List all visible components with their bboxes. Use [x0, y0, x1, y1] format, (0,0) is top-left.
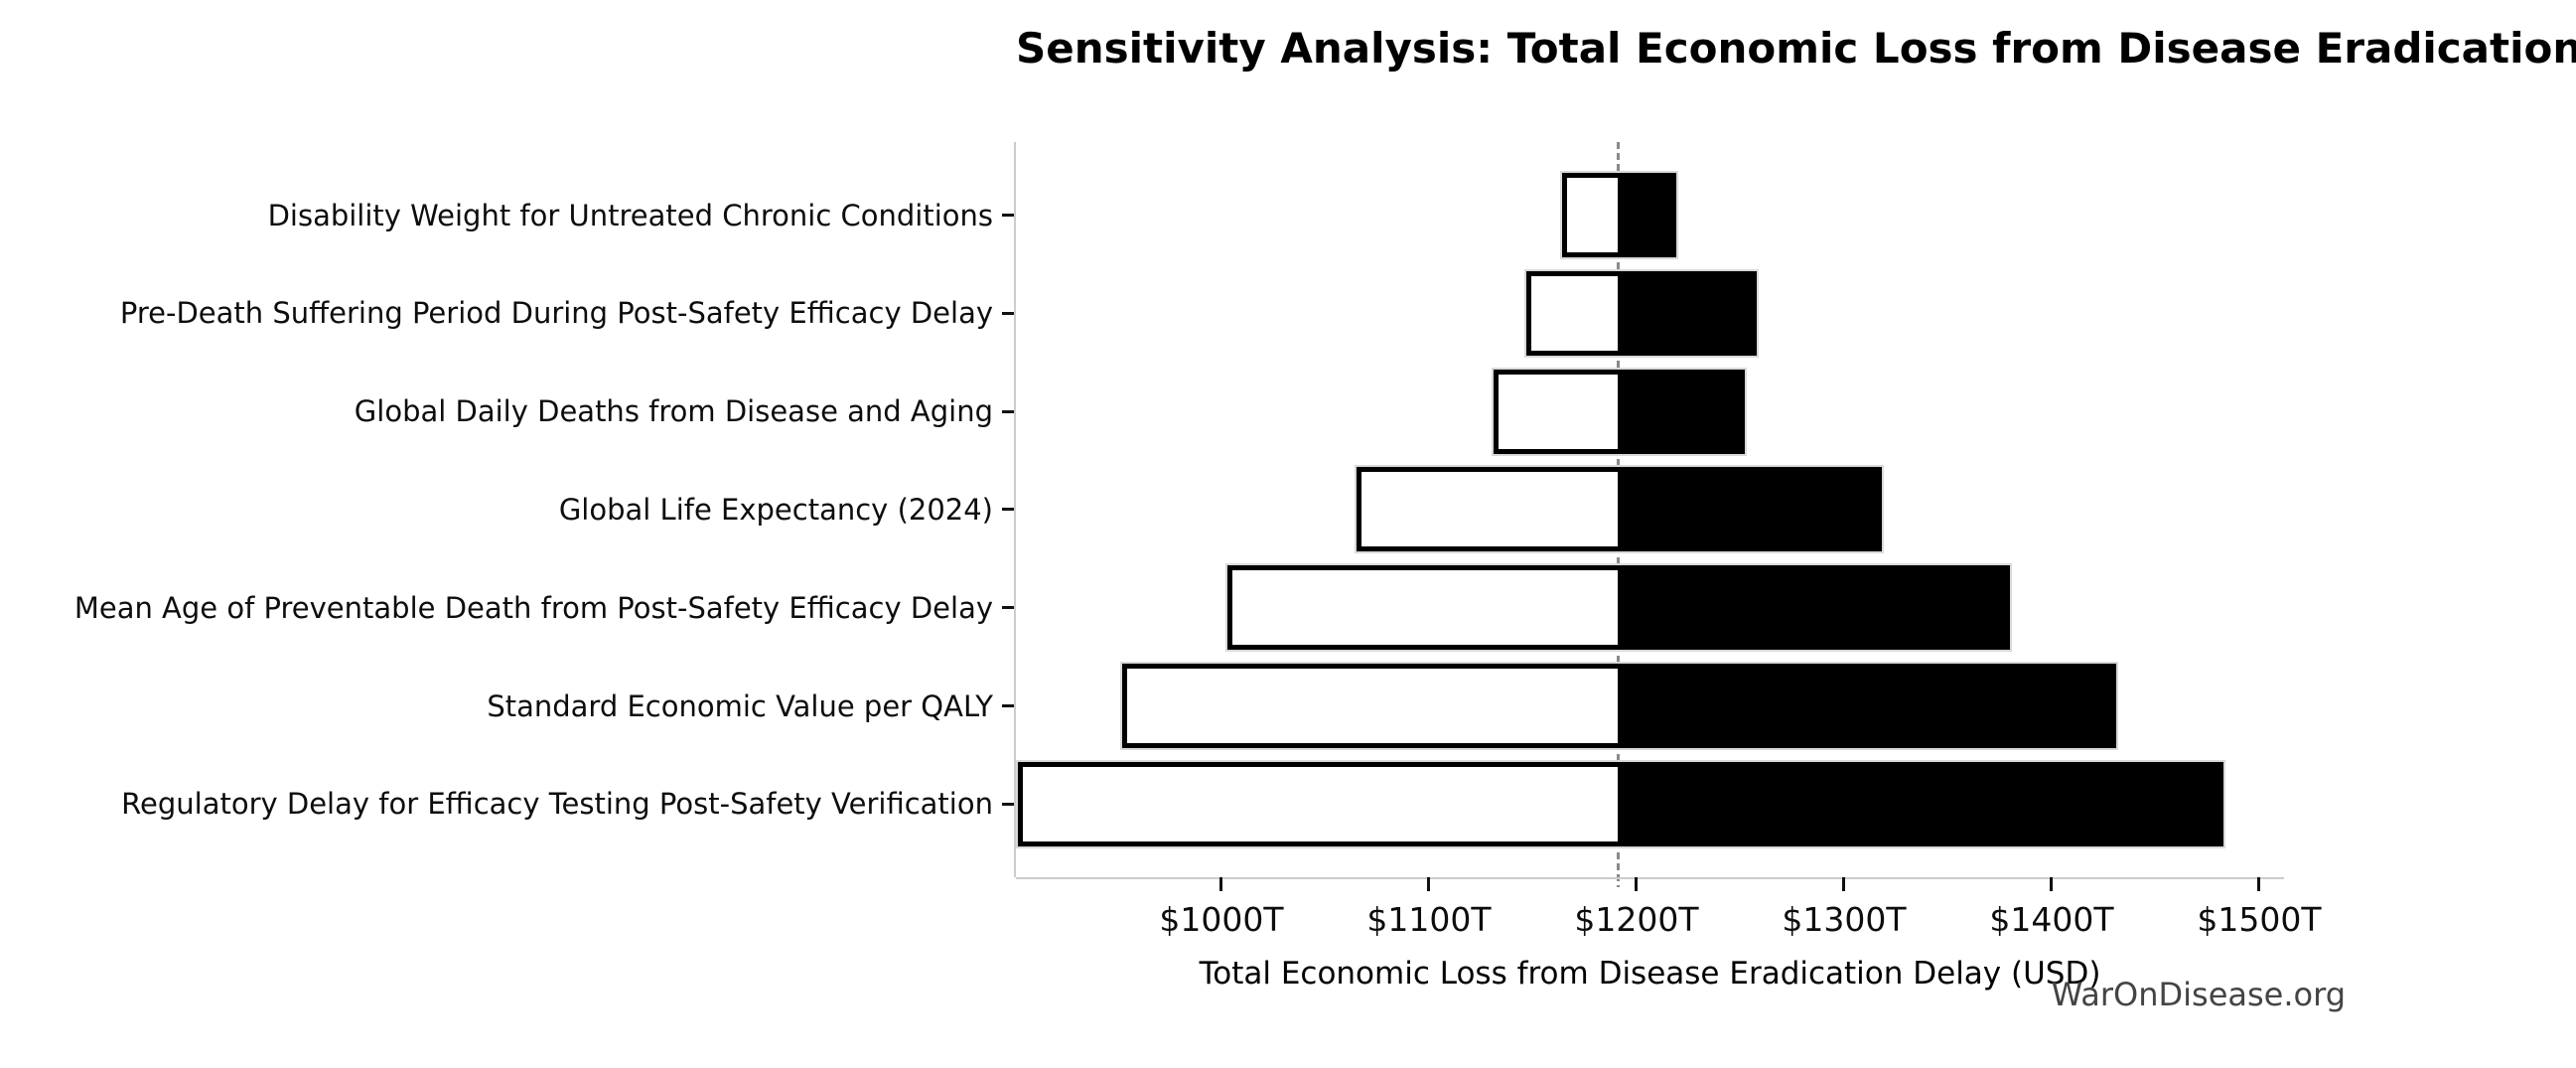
y-axis-category-label: Global Life Expectancy (2024): [558, 492, 993, 527]
y-axis-tick: [1002, 802, 1014, 806]
x-axis-tick-label: $1000T: [1159, 900, 1284, 939]
tornado-bar-row-7: [1016, 759, 2226, 848]
bar-increase-segment: [1618, 761, 2224, 846]
x-axis-tick-label: $1300T: [1782, 900, 1907, 939]
bar-increase-segment: [1618, 467, 1882, 552]
bar-increase-segment: [1618, 173, 1676, 257]
x-axis-tick: [2257, 877, 2261, 891]
y-axis-category-label: Regulatory Delay for Efficacy Testing Po…: [121, 787, 993, 822]
y-axis-tick: [1002, 704, 1014, 707]
y-axis-category-label: Global Daily Deaths from Disease and Agi…: [354, 394, 993, 429]
bar-increase-segment: [1618, 664, 2116, 748]
y-axis-category-label: Mean Age of Preventable Death from Post-…: [73, 590, 993, 625]
bar-increase-segment: [1618, 565, 2011, 651]
y-axis-tick: [1002, 508, 1014, 512]
tornado-bar-row-2: [1524, 268, 1760, 358]
y-axis-tick: [1002, 606, 1014, 610]
tornado-bar-row-5: [1225, 563, 2013, 653]
y-axis-category-label: Standard Economic Value per QALY: [487, 688, 993, 723]
y-axis-spine: [1014, 142, 1016, 877]
x-axis-tick-label: $1500T: [2197, 900, 2322, 939]
x-axis-label: Total Economic Loss from Disease Eradica…: [1199, 956, 2101, 992]
x-axis-tick: [1219, 877, 1223, 891]
tornado-bar-row-3: [1491, 367, 1747, 456]
y-axis-tick: [1002, 311, 1014, 315]
bar-increase-segment: [1618, 270, 1758, 356]
x-axis-tick: [2050, 877, 2054, 891]
tornado-bar-row-1: [1559, 171, 1678, 259]
x-axis-tick: [1427, 877, 1431, 891]
bar-increase-segment: [1618, 369, 1745, 454]
y-axis-tick: [1002, 214, 1014, 217]
watermark-text: WarOnDisease.org: [2051, 976, 2346, 1013]
tornado-bar-row-6: [1119, 662, 2118, 750]
y-axis-category-label: Disability Weight for Untreated Chronic …: [267, 198, 993, 232]
x-axis-spine: [1016, 877, 2284, 879]
x-axis-tick: [1842, 877, 1846, 891]
chart-title: Sensitivity Analysis: Total Economic Los…: [1016, 24, 2576, 73]
x-axis-tick-label: $1400T: [1989, 900, 2114, 939]
tornado-bar-row-4: [1354, 465, 1884, 554]
x-axis-tick-label: $1200T: [1574, 900, 1699, 939]
x-axis-tick-label: $1100T: [1366, 900, 1492, 939]
y-axis-category-label: Pre-Death Suffering Period During Post-S…: [119, 296, 993, 331]
x-axis-tick: [1635, 877, 1639, 891]
y-axis-tick: [1002, 409, 1014, 413]
